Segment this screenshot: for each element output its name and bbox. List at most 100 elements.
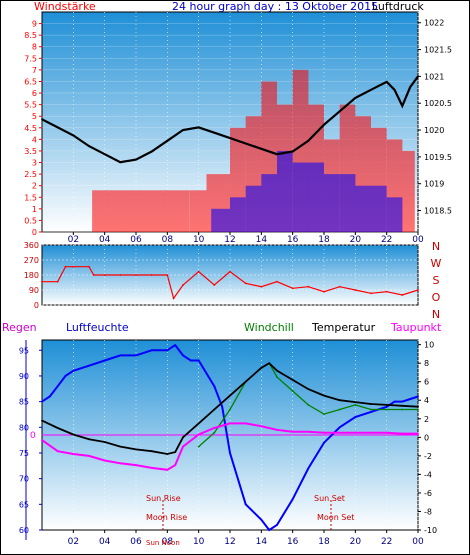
- humidity-series-point: [291, 498, 294, 501]
- humidity-series-point: [393, 400, 396, 403]
- temperature-tick-label: 8: [424, 359, 429, 368]
- dewpoint-series-point: [417, 432, 419, 435]
- pressure-series-point: [182, 129, 184, 131]
- x-tick-label: 12: [224, 537, 235, 547]
- x-tick-label: 22: [381, 235, 392, 245]
- dewpoint-series-point: [174, 464, 177, 466]
- moon-rise-text: Moon Rise: [146, 513, 187, 522]
- temperature-series-point: [307, 388, 310, 390]
- dewpoint-series-point: [291, 430, 294, 433]
- wind-direction-series-point: [260, 285, 263, 288]
- pressure-series-point: [307, 139, 310, 142]
- x-tick-label: 02: [68, 235, 79, 245]
- pressure-series-point: [213, 131, 216, 134]
- wind-direction-series-point: [41, 280, 43, 283]
- humidity-series-point: [189, 359, 192, 362]
- x-tick-label: 06: [130, 235, 142, 245]
- pressure-series-point: [88, 145, 90, 148]
- pressure-series-point: [103, 153, 106, 156]
- temperature-series-point: [56, 427, 59, 429]
- direction-tick-label: 270: [24, 256, 39, 265]
- humidity-series-point: [323, 441, 325, 444]
- humidity-series-point: [103, 359, 106, 362]
- gust-bar: [277, 150, 293, 232]
- pressure-tick-label: 1018.5: [424, 207, 452, 216]
- pressure-series-point: [393, 88, 396, 91]
- pressure-series-point: [370, 88, 372, 91]
- humidity-series-point: [338, 426, 341, 429]
- dewpoint-series-point: [197, 433, 200, 436]
- wind-bar: [92, 190, 190, 232]
- gust-bar: [245, 185, 262, 232]
- wind-tick-label: 2: [32, 182, 37, 191]
- windchill-series-point: [229, 408, 231, 411]
- pressure-series-point: [401, 105, 404, 107]
- wind-direction-series-point: [354, 289, 357, 291]
- humidity-series-point: [135, 354, 137, 357]
- humidity-tick-label: 90: [19, 372, 29, 381]
- dewpoint-series: [41, 422, 418, 471]
- wind-tick-label: 3.5: [24, 147, 37, 156]
- wind-tick-label: 8.5: [24, 31, 37, 40]
- pressure-series-point: [135, 158, 137, 161]
- temperature-series-point: [260, 366, 263, 369]
- temperature-series-point: [135, 448, 137, 451]
- direction-tick-label: 90: [29, 286, 39, 295]
- temperature-series-point: [174, 451, 177, 453]
- temperature-tick-label: -4: [424, 470, 432, 479]
- gust-bar: [308, 162, 324, 232]
- gust-bar: [339, 174, 356, 232]
- compass-label: N: [432, 240, 440, 253]
- x-tick-label: 22: [381, 537, 392, 547]
- humidity-series-point: [276, 524, 278, 526]
- gust-bar: [230, 197, 246, 232]
- wind-axis-title: Windstärke: [34, 0, 96, 13]
- x-tick-label: 20: [350, 235, 362, 245]
- humidity-series-point: [150, 349, 153, 352]
- humidity-tick-label: 70: [19, 475, 29, 484]
- wind-direction-series-point: [370, 292, 372, 295]
- dewpoint-series-point: [370, 431, 372, 434]
- dewpoint-series-point: [72, 453, 75, 455]
- wind-direction-series-point: [213, 284, 216, 286]
- temperature-series-point: [150, 450, 153, 453]
- temperature-label: Temperatur: [311, 321, 376, 334]
- humidity-tick-label: 95: [19, 346, 29, 355]
- temperature-series-point: [244, 380, 247, 383]
- wind-direction-series-point: [103, 274, 106, 276]
- humidity-tick-label: 75: [19, 449, 29, 458]
- dewpoint-series-point: [307, 430, 310, 433]
- x-tick-label: 16: [287, 537, 299, 547]
- wind-tick-label: 6: [32, 89, 37, 98]
- wind-direction-series-point: [385, 290, 388, 293]
- x-tick-label: 14: [256, 235, 268, 245]
- wind-direction-series-point: [135, 274, 137, 276]
- pressure-tick-label: 1019: [424, 180, 444, 189]
- pressure-series-point: [354, 97, 357, 99]
- dewpoint-series-point: [41, 439, 43, 441]
- temperature-series-point: [417, 405, 419, 408]
- x-tick-label: 00: [412, 537, 424, 547]
- pressure-series-point: [197, 126, 200, 129]
- wind-direction-series-point: [150, 274, 153, 276]
- wind-direction-series-point: [229, 270, 231, 273]
- x-tick-label: 18: [318, 537, 330, 547]
- moon-set-text: Moon Set: [317, 513, 354, 522]
- humidity-tick-label: 80: [19, 423, 29, 432]
- humidity-series-point: [268, 529, 271, 531]
- windchill-series-point: [338, 408, 341, 411]
- temperature-series-point: [276, 369, 278, 372]
- pressure-series-point: [260, 147, 263, 150]
- direction-tick-label: 0: [34, 301, 39, 310]
- x-tick-label: 08: [162, 235, 174, 245]
- windchill-series-point: [213, 431, 216, 434]
- dewpoint-series-point: [244, 422, 247, 425]
- wind-direction-series-point: [323, 290, 325, 293]
- windchill-series-point: [401, 408, 404, 411]
- wind-tick-label: 6.5: [24, 77, 37, 86]
- sun-set-text: Sun Set: [314, 494, 345, 503]
- temperature-series-point: [166, 453, 169, 455]
- windchill-series-point: [323, 413, 325, 415]
- wind-tick-label: 9: [32, 20, 37, 29]
- wind-tick-label: 4.5: [24, 124, 37, 133]
